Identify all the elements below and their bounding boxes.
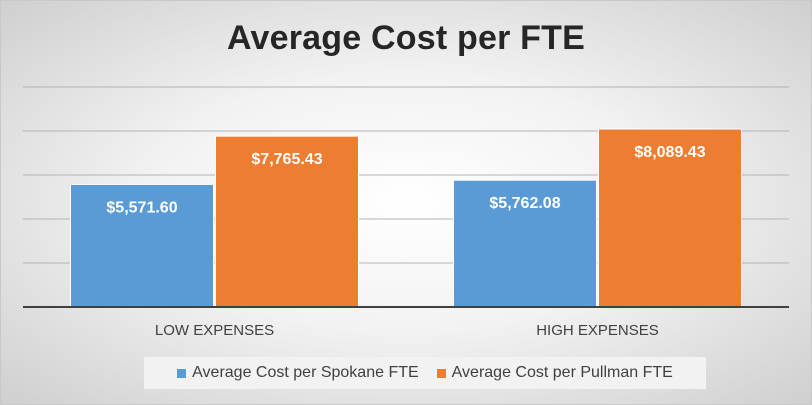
legend: Average Cost per Spokane FTE Average Cos… [144,357,706,389]
bar [598,128,742,308]
data-label: $5,571.60 [106,199,177,216]
bar [215,135,359,308]
bar [453,179,597,308]
legend-swatch-pullman [436,368,446,378]
data-label: $8,089.43 [634,144,705,161]
legend-label-pullman: Average Cost per Pullman FTE [451,364,673,381]
legend-swatch-spokane [177,368,187,378]
category-label: LOW EXPENSES [155,322,274,339]
data-label: $5,762.08 [489,195,560,212]
bar [70,183,214,308]
legend-item-pullman: Average Cost per Pullman FTE [436,364,673,382]
legend-label-spokane: Average Cost per Spokane FTE [192,364,419,381]
category-label: HIGH EXPENSES [536,322,659,339]
legend-item-spokane: Average Cost per Spokane FTE [177,364,419,382]
chart-title: Average Cost per FTE [227,19,585,57]
data-label: $7,765.43 [251,151,322,168]
